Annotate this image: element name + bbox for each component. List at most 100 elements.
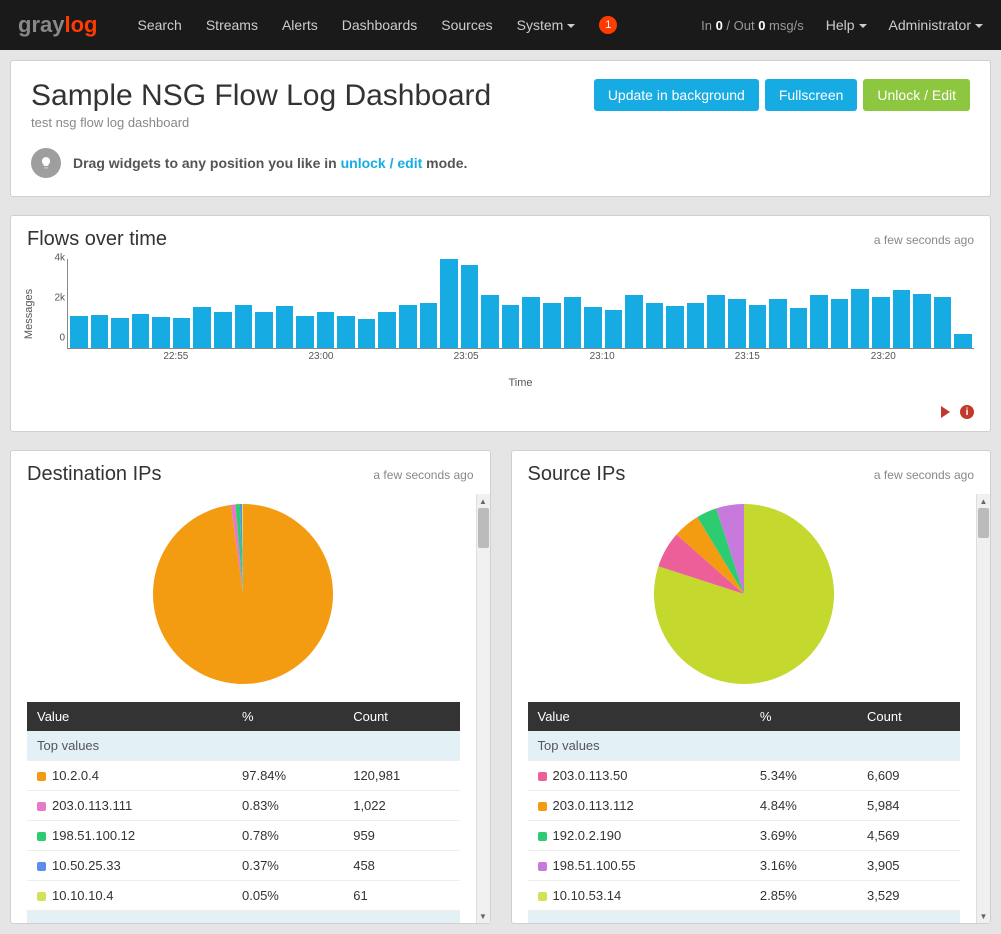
throughput-indicator: In 0 / Out 0 msg/s xyxy=(701,18,804,33)
row-value: 203.0.113.111 xyxy=(52,798,132,813)
bar xyxy=(707,295,725,348)
scroll-up-icon[interactable]: ▲ xyxy=(977,494,990,508)
scroll-down-icon[interactable]: ▼ xyxy=(477,909,490,923)
col-count: Count xyxy=(857,702,960,731)
bar xyxy=(461,265,479,348)
color-swatch xyxy=(37,862,46,871)
widget-updated: a few seconds ago xyxy=(874,233,974,247)
nav-search[interactable]: Search xyxy=(137,17,181,33)
row-pct: 3.69% xyxy=(750,821,857,851)
row-value: 198.51.100.12 xyxy=(52,828,135,843)
bottom-bar xyxy=(27,911,460,923)
widget-updated: a few seconds ago xyxy=(373,468,473,482)
table-row[interactable]: 10.2.0.497.84%120,981 xyxy=(27,761,460,791)
bar xyxy=(749,305,767,349)
row-count: 458 xyxy=(343,851,459,881)
top-nav: graylog Search Streams Alerts Dashboards… xyxy=(0,0,1001,50)
color-swatch xyxy=(37,832,46,841)
widget-updated: a few seconds ago xyxy=(874,468,974,482)
destination-ips-widget: Destination IPs a few seconds ago Value … xyxy=(10,450,491,924)
bar xyxy=(543,303,561,348)
nav-streams[interactable]: Streams xyxy=(206,17,258,33)
logo-text-2: log xyxy=(64,12,97,37)
row-value: 198.51.100.55 xyxy=(553,858,636,873)
row-value: 10.10.10.4 xyxy=(52,888,113,903)
scrollbar-thumb[interactable] xyxy=(478,508,489,548)
play-icon[interactable] xyxy=(941,406,950,418)
bar xyxy=(522,297,540,348)
table-row[interactable]: 10.50.25.33 0.37%458 xyxy=(27,851,460,881)
table-row[interactable]: 10.10.53.142.85%3,529 xyxy=(528,881,961,911)
nav-admin[interactable]: Administrator xyxy=(889,17,983,33)
row-value: 10.50.25.33 xyxy=(52,858,121,873)
bar xyxy=(502,305,520,349)
table-row[interactable]: 203.0.113.1124.84%5,984 xyxy=(528,791,961,821)
section-label: Top values xyxy=(27,731,460,761)
table-row[interactable]: 192.0.2.190 3.69%4,569 xyxy=(528,821,961,851)
notification-badge[interactable]: 1 xyxy=(599,16,617,34)
y-axis-label: Messages xyxy=(23,289,35,339)
source-ips-widget: Source IPs a few seconds ago Value % Cou… xyxy=(511,450,992,924)
table-row[interactable]: 10.10.10.40.05%61 xyxy=(27,881,460,911)
scroll-up-icon[interactable]: ▲ xyxy=(477,494,490,508)
bar xyxy=(954,334,972,348)
table-row[interactable]: 203.0.113.505.34%6,609 xyxy=(528,761,961,791)
row-pct: 3.16% xyxy=(750,851,857,881)
color-swatch xyxy=(538,862,547,871)
nav-system[interactable]: System xyxy=(517,17,576,33)
hint-text: Drag widgets to any position you like in… xyxy=(73,155,467,171)
chevron-down-icon xyxy=(567,24,575,28)
y-ticks: 02k4k xyxy=(37,259,65,349)
row-value: 203.0.113.112 xyxy=(553,798,634,813)
col-pct: % xyxy=(750,702,857,731)
unlock-edit-link[interactable]: unlock / edit xyxy=(341,155,423,171)
bar xyxy=(872,297,890,348)
unlock-edit-button[interactable]: Unlock / Edit xyxy=(863,79,970,111)
bar xyxy=(893,290,911,348)
fullscreen-button[interactable]: Fullscreen xyxy=(765,79,858,111)
bar xyxy=(337,316,355,348)
row-value: 192.0.2.190 xyxy=(553,828,622,843)
nav-help[interactable]: Help xyxy=(826,17,867,33)
y-tick: 4k xyxy=(54,253,65,264)
y-tick: 0 xyxy=(59,333,65,344)
update-background-button[interactable]: Update in background xyxy=(594,79,759,111)
nav-alerts[interactable]: Alerts xyxy=(282,17,318,33)
color-swatch xyxy=(538,832,547,841)
lightbulb-icon xyxy=(31,148,61,178)
row-pct: 0.37% xyxy=(232,851,343,881)
x-tick: 23:00 xyxy=(308,351,333,362)
scrollbar-thumb[interactable] xyxy=(978,508,989,538)
row-count: 120,981 xyxy=(343,761,459,791)
col-pct: % xyxy=(232,702,343,731)
scroll-down-icon[interactable]: ▼ xyxy=(977,909,990,923)
color-swatch xyxy=(538,892,547,901)
widget-title: Flows over time xyxy=(27,228,167,251)
table-row[interactable]: 198.51.100.120.78%959 xyxy=(27,821,460,851)
scrollbar[interactable]: ▲ ▼ xyxy=(476,494,490,923)
row-count: 4,569 xyxy=(857,821,960,851)
color-swatch xyxy=(37,802,46,811)
row-pct: 2.85% xyxy=(750,881,857,911)
bar xyxy=(378,312,396,348)
scrollbar[interactable]: ▲ ▼ xyxy=(976,494,990,923)
col-value: Value xyxy=(528,702,750,731)
row-pct: 0.83% xyxy=(232,791,343,821)
row-count: 6,609 xyxy=(857,761,960,791)
bar xyxy=(132,314,150,348)
nav-sources[interactable]: Sources xyxy=(441,17,492,33)
chevron-down-icon xyxy=(975,24,983,28)
logo[interactable]: graylog xyxy=(18,12,97,38)
row-value: 10.10.53.14 xyxy=(553,888,622,903)
nav-dashboards[interactable]: Dashboards xyxy=(342,17,418,33)
table-row[interactable]: 203.0.113.1110.83%1,022 xyxy=(27,791,460,821)
bar xyxy=(440,259,458,348)
bar xyxy=(173,318,191,348)
table-row[interactable]: 198.51.100.553.16%3,905 xyxy=(528,851,961,881)
bar xyxy=(255,312,273,348)
bar xyxy=(564,297,582,348)
bar xyxy=(276,306,294,348)
info-icon[interactable]: i xyxy=(960,405,974,419)
bar xyxy=(666,306,684,348)
x-ticks: 22:5523:0023:0523:1023:1523:20 xyxy=(67,351,974,369)
